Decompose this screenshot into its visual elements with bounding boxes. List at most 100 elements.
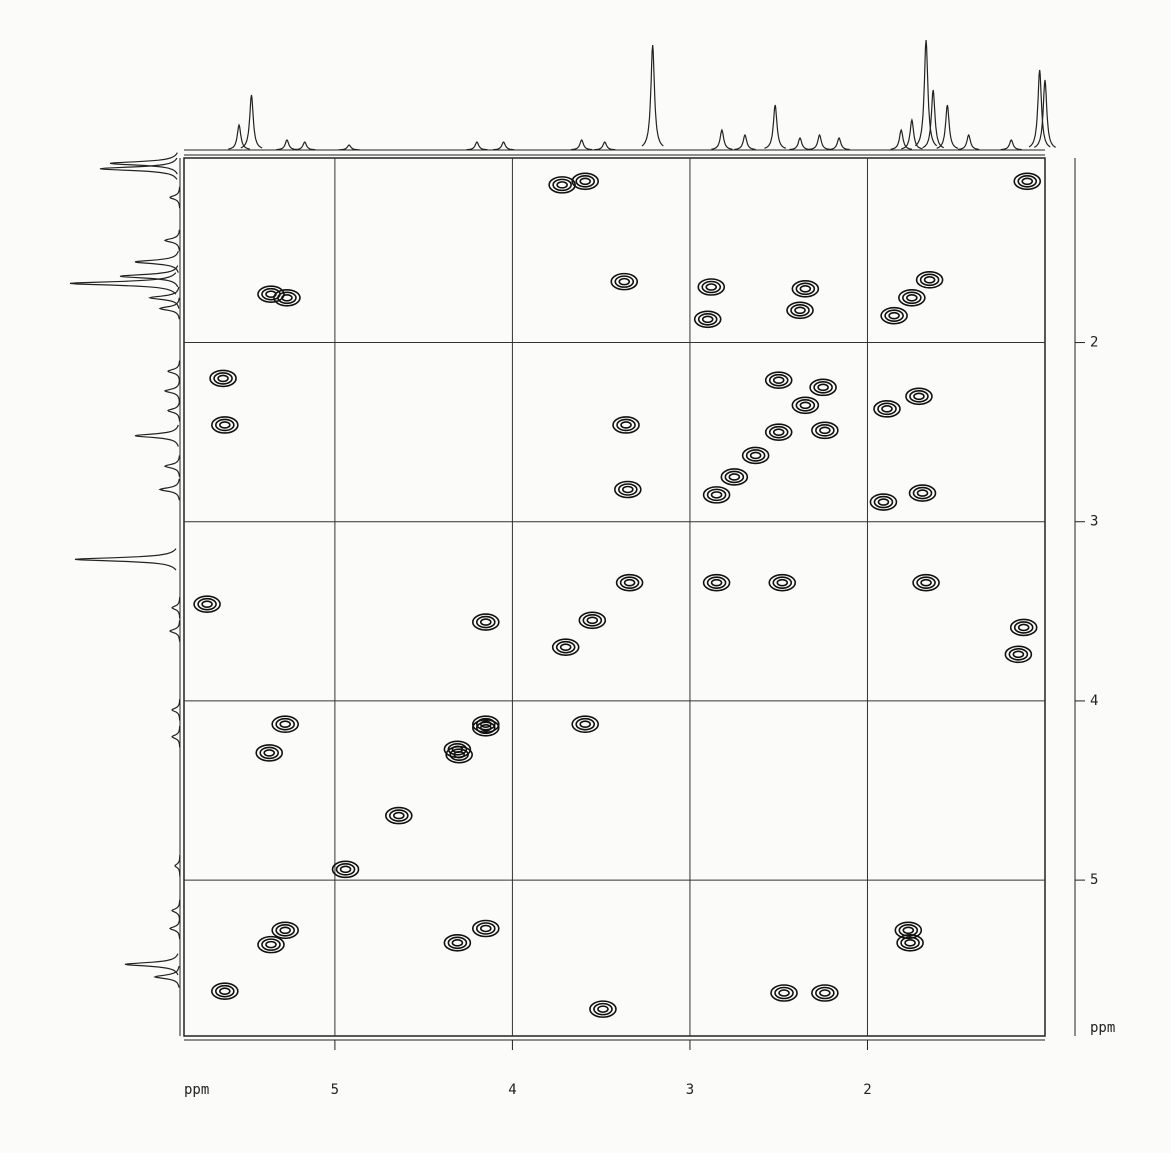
- contour-ring: [479, 924, 492, 933]
- contour-ring: [475, 615, 496, 629]
- contour-ring: [589, 1000, 617, 1018]
- contour-ring: [579, 720, 592, 729]
- contour-ring: [551, 638, 580, 656]
- projection-peak: [174, 855, 181, 877]
- x-axis-label: ppm: [184, 1082, 209, 1098]
- contour-ring: [819, 426, 831, 435]
- cross-peak: [589, 1000, 617, 1018]
- contour-ring: [1009, 618, 1038, 637]
- contour-ring: [749, 451, 762, 460]
- contour-ring: [764, 423, 793, 441]
- contour-ring: [259, 746, 280, 760]
- contour-ring: [277, 291, 297, 305]
- contour-ring: [705, 283, 718, 291]
- contour-ring: [710, 578, 723, 587]
- cross-peak: [612, 416, 640, 434]
- plot-frame: [183, 157, 1046, 1037]
- contour-ring: [913, 392, 925, 401]
- contour-ring: [817, 383, 829, 392]
- y-tick-label: 5: [1090, 872, 1098, 888]
- contour-ring: [449, 748, 469, 761]
- projection-peak: [890, 128, 912, 150]
- projection-peak: [171, 899, 181, 922]
- cross-peak: [786, 301, 814, 320]
- contour-ring: [445, 745, 473, 764]
- cross-peak: [385, 806, 413, 825]
- contour-ring: [697, 278, 726, 296]
- cross-peak: [211, 982, 239, 1001]
- cross-peak: [571, 172, 600, 191]
- cross-peak: [257, 935, 285, 954]
- cross-peak: [809, 378, 837, 397]
- contour-ring: [579, 177, 592, 186]
- contour-ring: [475, 717, 496, 731]
- contour-ring: [898, 923, 919, 937]
- cross-peak: [1009, 618, 1038, 637]
- contour-ring: [331, 860, 360, 879]
- contour-ring: [618, 277, 631, 286]
- contour-ring: [768, 573, 797, 592]
- contour-ring: [447, 936, 468, 950]
- contour-ring: [335, 863, 356, 876]
- contour-ring: [869, 493, 898, 511]
- projection-peak: [1000, 139, 1022, 151]
- contour-ring: [571, 715, 600, 734]
- contour-ring: [880, 306, 908, 325]
- cross-peak: [445, 745, 473, 764]
- contour-ring: [265, 940, 277, 949]
- projection-peak: [922, 89, 945, 149]
- contour-ring: [786, 301, 814, 320]
- contour-ring: [811, 984, 839, 1002]
- contour-ring: [908, 484, 937, 502]
- contour-ring: [263, 749, 276, 757]
- cross-peak: [702, 573, 731, 592]
- projection-peak: [711, 128, 733, 150]
- projection-peak: [789, 136, 811, 151]
- cross-peak: [1004, 645, 1033, 664]
- projection-peak: [167, 399, 181, 422]
- cross-peak: [209, 369, 237, 388]
- contour-ring: [724, 470, 745, 484]
- cross-peak: [811, 421, 839, 440]
- contour-ring: [614, 275, 635, 288]
- contour-ring: [612, 416, 640, 434]
- contour-ring: [778, 989, 790, 997]
- contour-ring: [702, 573, 731, 592]
- contour-ring: [1004, 645, 1033, 664]
- cross-peak: [791, 396, 820, 415]
- projection-peak: [99, 157, 178, 180]
- contour-ring: [616, 418, 636, 432]
- contour-ring: [815, 424, 835, 437]
- contour-ring: [710, 491, 723, 499]
- projection-peak: [936, 104, 959, 149]
- contour-ring: [912, 486, 933, 500]
- projection-peak: [124, 953, 179, 976]
- projection-peak: [914, 39, 938, 147]
- contour-ring: [479, 724, 492, 732]
- contour-ring: [275, 923, 295, 937]
- contour-ring: [791, 396, 820, 415]
- contour-ring: [902, 291, 922, 305]
- contour-ring: [873, 495, 894, 509]
- projection-peak: [167, 360, 181, 382]
- contour-ring: [894, 921, 923, 940]
- contour-ring: [471, 919, 500, 938]
- contour-ring: [623, 578, 636, 587]
- projection-peak: [594, 141, 616, 151]
- contour-ring: [385, 806, 413, 825]
- contour-ring: [1012, 650, 1025, 659]
- contour-ring: [271, 921, 299, 940]
- contour-ring: [575, 717, 596, 731]
- projection-peak: [119, 265, 179, 288]
- projection-peak: [808, 133, 831, 150]
- contour-ring: [211, 416, 239, 434]
- contour-ring: [453, 750, 465, 759]
- projection-peak: [294, 141, 316, 151]
- cross-peak: [869, 493, 898, 511]
- cross-peak: [578, 611, 607, 630]
- y-tick-label: 3: [1090, 514, 1098, 530]
- contour-ring: [745, 449, 766, 462]
- cross-peak: [720, 468, 749, 486]
- contour-ring: [916, 576, 936, 589]
- projection-peak: [134, 250, 179, 273]
